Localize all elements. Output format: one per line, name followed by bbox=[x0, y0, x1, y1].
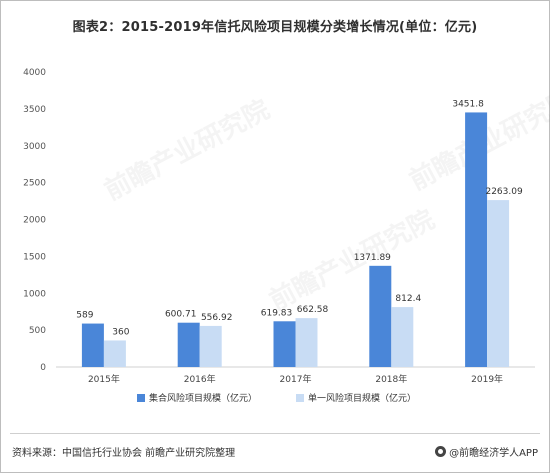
y-axis: 0 500 1000 1500 2000 2500 3000 3500 4000 bbox=[23, 68, 46, 373]
data-label: 1371.89 bbox=[354, 253, 391, 263]
bar-series-2 bbox=[295, 318, 318, 367]
legend-label-series-1: 集合风险项目规模（亿元） bbox=[149, 392, 257, 404]
legend-swatch-series-2 bbox=[296, 394, 304, 402]
data-label: 812.4 bbox=[395, 294, 421, 304]
footer-divider bbox=[10, 433, 540, 434]
bar-series-2 bbox=[487, 200, 510, 367]
x-axis: 2015年 2016年 2017年 2018年 2019年 bbox=[56, 366, 535, 385]
y-tick-label: 1500 bbox=[23, 252, 46, 262]
data-label: 600.71 bbox=[165, 310, 197, 320]
y-tick-label: 1000 bbox=[23, 289, 46, 299]
data-label: 3451.8 bbox=[452, 99, 484, 109]
data-label: 619.83 bbox=[261, 308, 293, 318]
bar-series-1 bbox=[81, 323, 104, 367]
data-label: 589 bbox=[76, 311, 93, 321]
y-tick-label: 2000 bbox=[23, 216, 46, 226]
bar-series-1 bbox=[369, 265, 392, 367]
brand-credit: @前瞻经济学人APP bbox=[435, 444, 538, 459]
brand-text: @前瞻经济学人APP bbox=[449, 448, 538, 459]
bar-series-1 bbox=[465, 112, 488, 367]
x-tick-label: 2016年 bbox=[184, 373, 216, 385]
y-tick-label: 4000 bbox=[23, 68, 46, 78]
bars: 589 360 600.71 556.92 619.83 662.58 1371.89 812… bbox=[76, 99, 523, 367]
y-tick-label: 2500 bbox=[23, 179, 46, 189]
x-tick-label: 2019年 bbox=[471, 373, 503, 385]
legend-swatch-series-1 bbox=[137, 394, 145, 402]
y-tick-label: 0 bbox=[40, 363, 46, 373]
brand-logo-icon bbox=[435, 446, 447, 457]
data-label: 360 bbox=[112, 327, 129, 337]
y-tick-label: 500 bbox=[29, 326, 46, 336]
y-tick-label: 3000 bbox=[23, 142, 46, 152]
data-label: 556.92 bbox=[201, 313, 233, 323]
chart-title: 图表2：2015-2019年信托风险项目规模分类增长情况(单位：亿元) bbox=[72, 20, 478, 35]
x-tick-label: 2017年 bbox=[280, 373, 312, 385]
data-label: 662.58 bbox=[297, 305, 329, 315]
x-tick-label: 2015年 bbox=[88, 373, 120, 385]
data-label: 2263.09 bbox=[485, 187, 522, 197]
y-tick-label: 3500 bbox=[23, 105, 46, 115]
bar-series-1 bbox=[273, 321, 296, 367]
legend-label-series-2: 单一风险项目规模（亿元） bbox=[308, 392, 416, 404]
bar-series-1 bbox=[177, 322, 200, 367]
bar-series-2 bbox=[391, 307, 414, 367]
x-tick-label: 2018年 bbox=[375, 373, 407, 385]
source-note: 资料来源：中国信托行业协会 前瞻产业研究院整理 bbox=[12, 448, 236, 459]
legend: 集合风险项目规模（亿元） 单一风险项目规模（亿元） bbox=[137, 392, 416, 404]
bar-series-2 bbox=[103, 340, 126, 367]
bar-series-2 bbox=[199, 325, 222, 367]
